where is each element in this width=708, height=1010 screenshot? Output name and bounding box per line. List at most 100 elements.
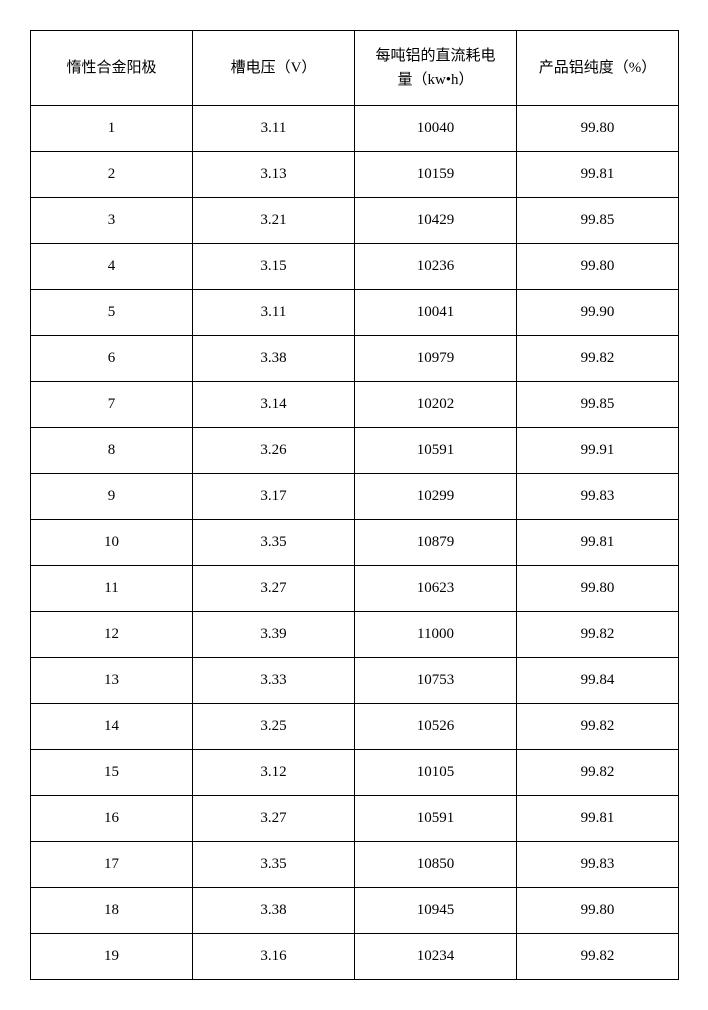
header-voltage: 槽电压（V） xyxy=(193,31,355,106)
table-cell: 3.26 xyxy=(193,428,355,474)
table-cell: 6 xyxy=(31,336,193,382)
table-cell: 3.11 xyxy=(193,290,355,336)
table-cell: 3.35 xyxy=(193,842,355,888)
table-cell: 3.27 xyxy=(193,796,355,842)
table-cell: 10105 xyxy=(355,750,517,796)
table-row: 33.211042999.85 xyxy=(31,198,679,244)
table-cell: 8 xyxy=(31,428,193,474)
table-cell: 3.17 xyxy=(193,474,355,520)
table-cell: 3.21 xyxy=(193,198,355,244)
table-cell: 3.27 xyxy=(193,566,355,612)
table-cell: 3.35 xyxy=(193,520,355,566)
table-cell: 99.82 xyxy=(517,750,679,796)
table-cell: 3.39 xyxy=(193,612,355,658)
table-cell: 99.83 xyxy=(517,842,679,888)
table-cell: 10202 xyxy=(355,382,517,428)
table-cell: 99.85 xyxy=(517,198,679,244)
table-row: 43.151023699.80 xyxy=(31,244,679,290)
table-cell: 99.91 xyxy=(517,428,679,474)
table-cell: 16 xyxy=(31,796,193,842)
table-cell: 99.81 xyxy=(517,520,679,566)
table-cell: 10623 xyxy=(355,566,517,612)
table-cell: 3.15 xyxy=(193,244,355,290)
table-cell: 99.82 xyxy=(517,704,679,750)
table-row: 63.381097999.82 xyxy=(31,336,679,382)
table-cell: 10879 xyxy=(355,520,517,566)
table-cell: 10850 xyxy=(355,842,517,888)
header-power: 每吨铝的直流耗电 量（kw•h） xyxy=(355,31,517,106)
table-cell: 3.25 xyxy=(193,704,355,750)
table-row: 83.261059199.91 xyxy=(31,428,679,474)
table-cell: 17 xyxy=(31,842,193,888)
table-cell: 99.82 xyxy=(517,612,679,658)
header-power-line2: 量（kw•h） xyxy=(397,72,473,88)
table-row: 153.121010599.82 xyxy=(31,750,679,796)
table-row: 93.171029999.83 xyxy=(31,474,679,520)
table-cell: 13 xyxy=(31,658,193,704)
table-cell: 99.85 xyxy=(517,382,679,428)
table-cell: 10041 xyxy=(355,290,517,336)
header-anode: 惰性合金阳极 xyxy=(31,31,193,106)
table-cell: 99.81 xyxy=(517,152,679,198)
table-cell: 10945 xyxy=(355,888,517,934)
table-cell: 3.38 xyxy=(193,336,355,382)
table-cell: 10753 xyxy=(355,658,517,704)
table-cell: 99.80 xyxy=(517,888,679,934)
table-row: 23.131015999.81 xyxy=(31,152,679,198)
table-cell: 10 xyxy=(31,520,193,566)
table-cell: 1 xyxy=(31,106,193,152)
table-cell: 3.14 xyxy=(193,382,355,428)
table-cell: 11 xyxy=(31,566,193,612)
header-purity: 产品铝纯度（%） xyxy=(517,31,679,106)
table-cell: 99.80 xyxy=(517,106,679,152)
header-power-line1: 每吨铝的直流耗电 xyxy=(375,48,495,64)
table-row: 133.331075399.84 xyxy=(31,658,679,704)
table-row: 113.271062399.80 xyxy=(31,566,679,612)
table-cell: 99.84 xyxy=(517,658,679,704)
table-cell: 10234 xyxy=(355,934,517,980)
table-cell: 18 xyxy=(31,888,193,934)
table-cell: 99.80 xyxy=(517,244,679,290)
table-cell: 12 xyxy=(31,612,193,658)
table-cell: 10526 xyxy=(355,704,517,750)
table-row: 103.351087999.81 xyxy=(31,520,679,566)
table-cell: 11000 xyxy=(355,612,517,658)
table-cell: 3.16 xyxy=(193,934,355,980)
table-cell: 14 xyxy=(31,704,193,750)
table-cell: 3.38 xyxy=(193,888,355,934)
table-cell: 10429 xyxy=(355,198,517,244)
table-row: 173.351085099.83 xyxy=(31,842,679,888)
table-cell: 3.11 xyxy=(193,106,355,152)
table-cell: 15 xyxy=(31,750,193,796)
table-cell: 10236 xyxy=(355,244,517,290)
table-header: 惰性合金阳极 槽电压（V） 每吨铝的直流耗电 量（kw•h） 产品铝纯度（%） xyxy=(31,31,679,106)
table-cell: 10591 xyxy=(355,428,517,474)
table-row: 73.141020299.85 xyxy=(31,382,679,428)
table-cell: 9 xyxy=(31,474,193,520)
table-cell: 3.33 xyxy=(193,658,355,704)
table-cell: 3.12 xyxy=(193,750,355,796)
table-cell: 99.90 xyxy=(517,290,679,336)
table-cell: 5 xyxy=(31,290,193,336)
table-cell: 3.13 xyxy=(193,152,355,198)
table-cell: 10159 xyxy=(355,152,517,198)
table-cell: 7 xyxy=(31,382,193,428)
table-row: 13.111004099.80 xyxy=(31,106,679,152)
table-cell: 99.80 xyxy=(517,566,679,612)
table-cell: 10040 xyxy=(355,106,517,152)
data-table: 惰性合金阳极 槽电压（V） 每吨铝的直流耗电 量（kw•h） 产品铝纯度（%） … xyxy=(30,30,679,980)
table-cell: 10591 xyxy=(355,796,517,842)
table-cell: 10299 xyxy=(355,474,517,520)
table-body: 13.111004099.8023.131015999.8133.2110429… xyxy=(31,106,679,980)
table-row: 163.271059199.81 xyxy=(31,796,679,842)
table-cell: 4 xyxy=(31,244,193,290)
table-row: 123.391100099.82 xyxy=(31,612,679,658)
table-row: 193.161023499.82 xyxy=(31,934,679,980)
table-cell: 99.82 xyxy=(517,934,679,980)
table-cell: 3 xyxy=(31,198,193,244)
header-row: 惰性合金阳极 槽电压（V） 每吨铝的直流耗电 量（kw•h） 产品铝纯度（%） xyxy=(31,31,679,106)
table-cell: 99.83 xyxy=(517,474,679,520)
table-row: 143.251052699.82 xyxy=(31,704,679,750)
table-row: 53.111004199.90 xyxy=(31,290,679,336)
table-cell: 2 xyxy=(31,152,193,198)
